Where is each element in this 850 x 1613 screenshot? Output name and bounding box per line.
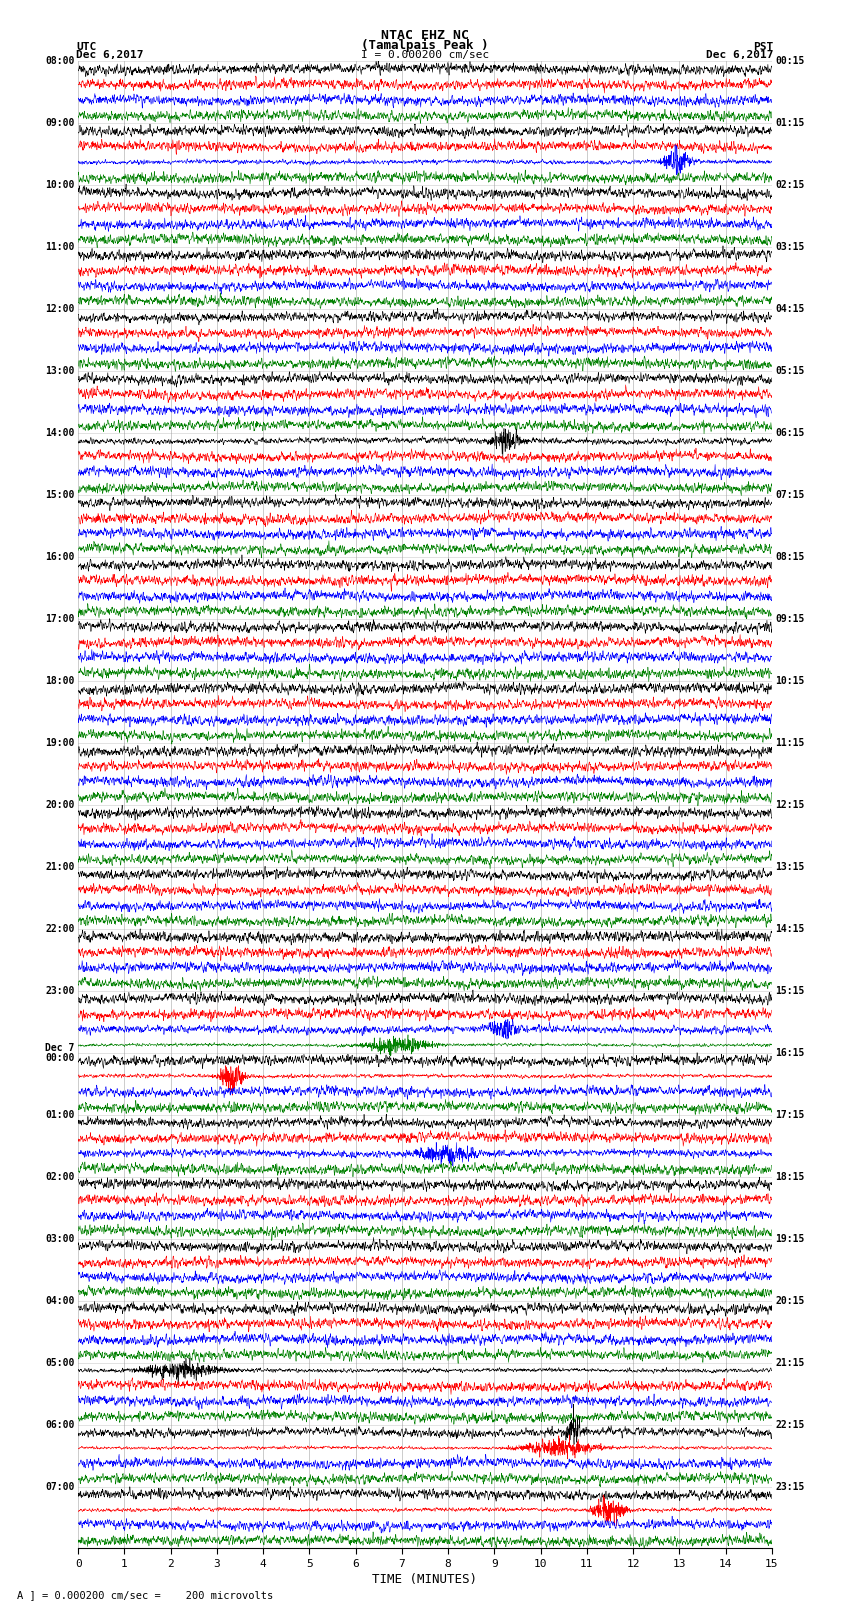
Text: Dec 7: Dec 7 bbox=[45, 1042, 75, 1053]
Text: 18:15: 18:15 bbox=[775, 1171, 805, 1182]
Text: PST: PST bbox=[753, 42, 774, 52]
Text: 04:15: 04:15 bbox=[775, 305, 805, 315]
Text: 14:00: 14:00 bbox=[45, 427, 75, 439]
Text: UTC: UTC bbox=[76, 42, 97, 52]
Text: 07:15: 07:15 bbox=[775, 490, 805, 500]
Text: NTAC EHZ NC: NTAC EHZ NC bbox=[381, 29, 469, 42]
Text: A ] = 0.000200 cm/sec =    200 microvolts: A ] = 0.000200 cm/sec = 200 microvolts bbox=[17, 1590, 273, 1600]
Text: 17:00: 17:00 bbox=[45, 615, 75, 624]
Text: 03:00: 03:00 bbox=[45, 1234, 75, 1244]
Text: 02:00: 02:00 bbox=[45, 1171, 75, 1182]
Text: 23:00: 23:00 bbox=[45, 986, 75, 995]
Text: 22:00: 22:00 bbox=[45, 924, 75, 934]
Text: 13:00: 13:00 bbox=[45, 366, 75, 376]
Text: 04:00: 04:00 bbox=[45, 1295, 75, 1305]
Text: 11:00: 11:00 bbox=[45, 242, 75, 252]
Text: 10:00: 10:00 bbox=[45, 181, 75, 190]
Text: 02:15: 02:15 bbox=[775, 181, 805, 190]
Text: 09:15: 09:15 bbox=[775, 615, 805, 624]
Text: 01:15: 01:15 bbox=[775, 118, 805, 129]
Text: 08:15: 08:15 bbox=[775, 552, 805, 561]
Text: 15:15: 15:15 bbox=[775, 986, 805, 995]
Text: 06:00: 06:00 bbox=[45, 1419, 75, 1429]
Text: 09:00: 09:00 bbox=[45, 118, 75, 129]
Text: I = 0.000200 cm/sec: I = 0.000200 cm/sec bbox=[361, 50, 489, 60]
Text: 01:00: 01:00 bbox=[45, 1110, 75, 1119]
Text: 21:00: 21:00 bbox=[45, 861, 75, 873]
Text: Dec 6,2017: Dec 6,2017 bbox=[706, 50, 774, 60]
Text: 00:00: 00:00 bbox=[45, 1053, 75, 1063]
Text: 18:00: 18:00 bbox=[45, 676, 75, 686]
Text: 23:15: 23:15 bbox=[775, 1481, 805, 1492]
Text: 15:00: 15:00 bbox=[45, 490, 75, 500]
Text: 21:15: 21:15 bbox=[775, 1358, 805, 1368]
Text: 19:00: 19:00 bbox=[45, 737, 75, 748]
Text: 00:15: 00:15 bbox=[775, 56, 805, 66]
Text: 13:15: 13:15 bbox=[775, 861, 805, 873]
Text: 22:15: 22:15 bbox=[775, 1419, 805, 1429]
X-axis label: TIME (MINUTES): TIME (MINUTES) bbox=[372, 1573, 478, 1586]
Text: 03:15: 03:15 bbox=[775, 242, 805, 252]
Text: 20:15: 20:15 bbox=[775, 1295, 805, 1305]
Text: (Tamalpais Peak ): (Tamalpais Peak ) bbox=[361, 39, 489, 52]
Text: 16:15: 16:15 bbox=[775, 1048, 805, 1058]
Text: 14:15: 14:15 bbox=[775, 924, 805, 934]
Text: Dec 6,2017: Dec 6,2017 bbox=[76, 50, 144, 60]
Text: 12:15: 12:15 bbox=[775, 800, 805, 810]
Text: 11:15: 11:15 bbox=[775, 737, 805, 748]
Text: 20:00: 20:00 bbox=[45, 800, 75, 810]
Text: 07:00: 07:00 bbox=[45, 1481, 75, 1492]
Text: 16:00: 16:00 bbox=[45, 552, 75, 561]
Text: 06:15: 06:15 bbox=[775, 427, 805, 439]
Text: 05:00: 05:00 bbox=[45, 1358, 75, 1368]
Text: 08:00: 08:00 bbox=[45, 56, 75, 66]
Text: 10:15: 10:15 bbox=[775, 676, 805, 686]
Text: 12:00: 12:00 bbox=[45, 305, 75, 315]
Text: 19:15: 19:15 bbox=[775, 1234, 805, 1244]
Text: 17:15: 17:15 bbox=[775, 1110, 805, 1119]
Text: 05:15: 05:15 bbox=[775, 366, 805, 376]
